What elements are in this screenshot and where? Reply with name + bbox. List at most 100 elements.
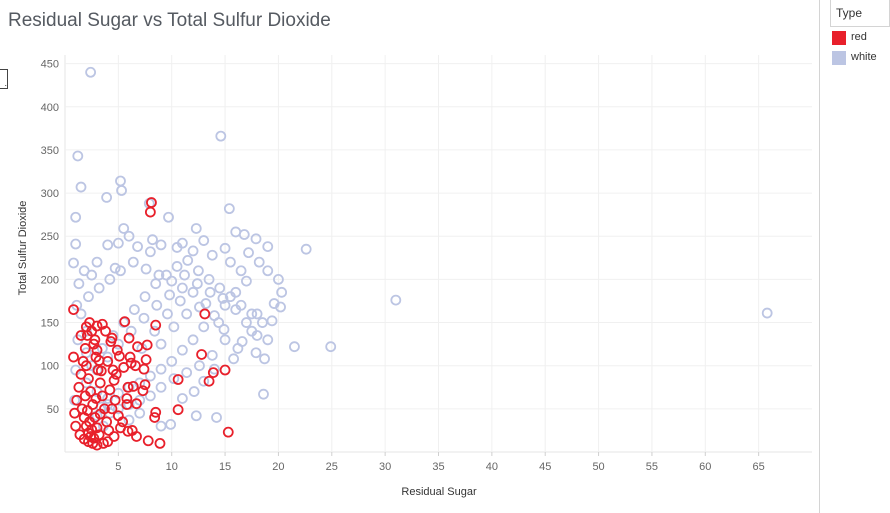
data-point-white[interactable] [262, 334, 274, 346]
data-point-white[interactable] [96, 343, 108, 354]
data-point-white[interactable] [68, 257, 79, 269]
data-point-red[interactable] [122, 381, 134, 393]
data-point-white[interactable] [150, 278, 162, 290]
data-point-white[interactable] [230, 304, 242, 315]
data-point-white[interactable] [164, 289, 175, 301]
data-point-red[interactable] [131, 431, 142, 442]
data-point-red[interactable] [142, 435, 154, 447]
data-point-red[interactable] [80, 321, 92, 333]
data-point-white[interactable] [204, 286, 216, 298]
data-point-white[interactable] [198, 375, 210, 387]
data-point-white[interactable] [181, 308, 193, 320]
data-point-white[interactable] [219, 334, 231, 346]
data-point-red[interactable] [110, 368, 122, 380]
data-point-white[interactable] [187, 245, 199, 257]
data-point-red[interactable] [118, 362, 130, 373]
data-point-white[interactable] [235, 265, 247, 277]
data-point-red[interactable] [91, 344, 103, 356]
data-point-white[interactable] [217, 292, 229, 304]
data-point-white[interactable] [151, 299, 163, 311]
data-point-white[interactable] [144, 390, 156, 402]
data-point-red[interactable] [144, 206, 156, 218]
data-point-red[interactable] [108, 431, 120, 442]
data-point-white[interactable] [198, 321, 210, 333]
data-point-white[interactable] [218, 324, 230, 335]
data-point-red[interactable] [88, 432, 100, 444]
data-point-red[interactable] [89, 334, 101, 346]
data-point-red[interactable] [139, 379, 151, 391]
data-point-white[interactable] [128, 304, 140, 315]
data-point-red[interactable] [104, 384, 116, 396]
data-point-red[interactable] [114, 350, 125, 362]
data-point-white[interactable] [257, 317, 268, 328]
data-point-white[interactable] [112, 237, 124, 249]
data-point-white[interactable] [206, 349, 218, 361]
data-point-white[interactable] [155, 338, 167, 350]
data-point-red[interactable] [73, 381, 85, 393]
data-point-white[interactable] [258, 388, 269, 400]
data-point-red[interactable] [207, 367, 219, 379]
data-point-white[interactable] [192, 265, 204, 277]
data-point-red[interactable] [149, 412, 161, 423]
data-point-red[interactable] [68, 304, 79, 315]
data-point-red[interactable] [121, 393, 133, 404]
data-point-white[interactable] [166, 275, 178, 287]
data-point-white[interactable] [194, 360, 205, 372]
data-point-white[interactable] [144, 246, 156, 258]
data-point-white[interactable] [225, 256, 236, 268]
data-point-white[interactable] [262, 265, 274, 277]
data-point-red[interactable] [93, 355, 105, 366]
data-point-red[interactable] [172, 404, 184, 416]
data-point-red[interactable] [79, 390, 91, 402]
data-point-white[interactable] [219, 299, 231, 311]
data-point-white[interactable] [232, 343, 244, 354]
data-point-white[interactable] [115, 175, 126, 187]
data-point-white[interactable] [70, 211, 82, 223]
data-point-white[interactable] [153, 269, 165, 281]
data-point-red[interactable] [219, 364, 231, 376]
data-point-white[interactable] [109, 262, 121, 274]
data-point-white[interactable] [118, 223, 130, 234]
data-point-red[interactable] [154, 437, 166, 449]
data-point-white[interactable] [155, 363, 167, 375]
data-point-white[interactable] [123, 230, 135, 242]
data-point-white[interactable] [259, 353, 270, 365]
data-point-white[interactable] [251, 330, 263, 341]
data-point-white[interactable] [127, 256, 139, 268]
data-point-white[interactable] [238, 229, 250, 240]
data-point-white[interactable] [190, 223, 202, 234]
data-point-white[interactable] [176, 344, 188, 356]
data-point-white[interactable] [273, 273, 284, 285]
data-point-white[interactable] [190, 410, 202, 422]
data-point-white[interactable] [266, 315, 278, 327]
data-point-white[interactable] [83, 291, 94, 303]
data-point-red[interactable] [87, 399, 99, 410]
data-point-white[interactable] [211, 412, 222, 423]
data-point-red[interactable] [115, 422, 126, 434]
data-point-white[interactable] [168, 321, 180, 333]
data-point-white[interactable] [72, 150, 84, 162]
data-point-white[interactable] [761, 307, 773, 319]
data-point-red[interactable] [127, 381, 139, 392]
data-point-white[interactable] [243, 247, 254, 259]
data-point-white[interactable] [115, 265, 126, 277]
data-point-red[interactable] [80, 360, 92, 372]
data-point-red[interactable] [172, 374, 184, 385]
data-point-white[interactable] [149, 325, 161, 337]
data-point-white[interactable] [168, 373, 180, 385]
data-point-white[interactable] [206, 249, 218, 261]
data-point-white[interactable] [75, 181, 87, 193]
data-point-red[interactable] [123, 332, 135, 344]
data-point-red[interactable] [137, 385, 149, 397]
data-point-white[interactable] [325, 341, 337, 353]
data-point-white[interactable] [101, 192, 113, 203]
data-point-red[interactable] [131, 398, 142, 410]
data-point-white[interactable] [171, 261, 183, 272]
data-point-red[interactable] [105, 336, 117, 347]
data-point-white[interactable] [166, 355, 178, 367]
data-point-red[interactable] [94, 377, 106, 389]
data-point-white[interactable] [174, 295, 186, 307]
data-point-red[interactable] [203, 375, 215, 387]
data-point-white[interactable] [214, 282, 226, 294]
data-point-red[interactable] [111, 344, 123, 356]
